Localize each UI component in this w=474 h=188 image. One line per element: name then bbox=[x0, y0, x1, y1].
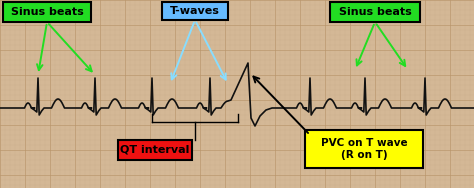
Text: QT interval: QT interval bbox=[120, 145, 190, 155]
Text: Sinus beats: Sinus beats bbox=[338, 7, 411, 17]
FancyBboxPatch shape bbox=[305, 130, 423, 168]
Text: Sinus beats: Sinus beats bbox=[10, 7, 83, 17]
FancyBboxPatch shape bbox=[118, 140, 192, 160]
FancyBboxPatch shape bbox=[162, 2, 228, 20]
Text: T-waves: T-waves bbox=[170, 6, 220, 16]
Text: PVC on T wave
(R on T): PVC on T wave (R on T) bbox=[321, 138, 407, 160]
FancyBboxPatch shape bbox=[330, 2, 420, 22]
FancyBboxPatch shape bbox=[3, 2, 91, 22]
